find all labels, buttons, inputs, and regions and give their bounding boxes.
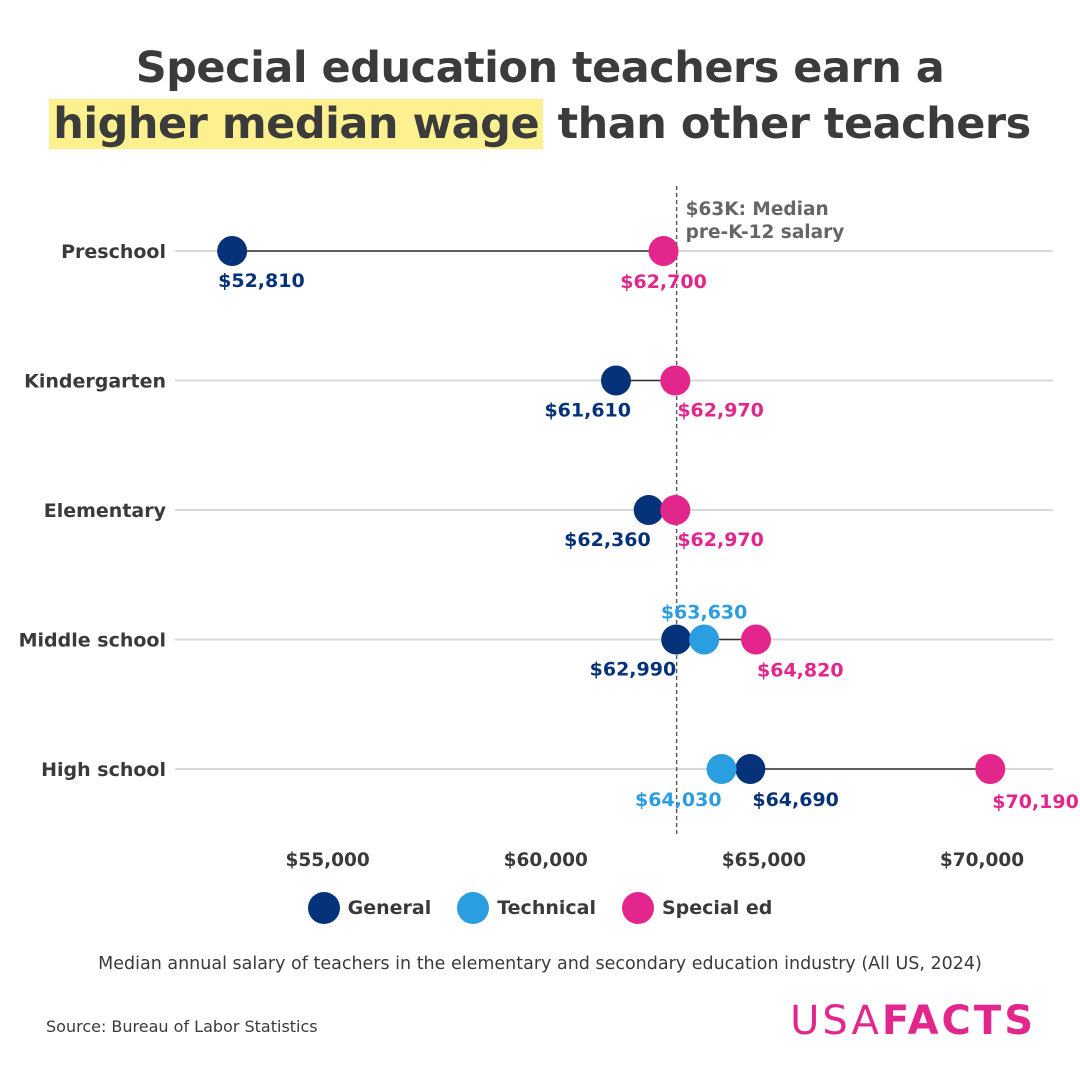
- chart-title: Special education teachers earn a higher…: [0, 40, 1080, 152]
- value-label: $64,690: [752, 789, 839, 811]
- title-line-1: Special education teachers earn a: [135, 43, 945, 93]
- value-label: $64,030: [635, 789, 722, 811]
- legend-label-general: General: [347, 897, 432, 919]
- dot-technical: [706, 754, 737, 784]
- dot-special-ed: [975, 754, 1006, 784]
- value-label: $62,360: [564, 529, 651, 551]
- value-label: $62,970: [677, 400, 764, 422]
- value-label: $61,610: [544, 400, 631, 422]
- label-layer: Preschool Kindergarten Elementary Middle sc…: [19, 199, 1079, 871]
- reference-label: pre-K-12 salary: [686, 222, 845, 243]
- x-tick-label: $65,000: [722, 850, 806, 871]
- title-rest: than other teachers: [543, 99, 1032, 149]
- title-highlight: higher median wage: [49, 99, 544, 149]
- grid-layer: [175, 250, 1053, 770]
- legend-label-special-ed: Special ed: [661, 897, 773, 919]
- x-tick-label: $55,000: [286, 850, 370, 871]
- usafacts-logo: USAFACTS: [790, 998, 1036, 1044]
- reference-label: $63K: Median: [686, 199, 829, 220]
- dot-layer: [217, 236, 1006, 784]
- logo-part-usa: USA: [790, 998, 882, 1044]
- dot-general: [661, 624, 692, 655]
- dot-special-ed: [660, 495, 691, 525]
- category-label: Kindergarten: [24, 371, 166, 393]
- dot-special-ed: [648, 236, 679, 266]
- category-label: Preschool: [61, 241, 166, 263]
- dot-general: [217, 236, 248, 266]
- legend-swatch-special-ed: [621, 892, 654, 924]
- dot-technical: [689, 624, 720, 655]
- legend: General Technical Special ed: [0, 892, 1080, 924]
- category-label: High school: [41, 759, 166, 781]
- category-label: Elementary: [44, 500, 167, 522]
- value-label: $70,190: [992, 791, 1079, 813]
- logo-part-facts: FACTS: [881, 998, 1036, 1044]
- chart-caption: Median annual salary of teachers in the …: [98, 954, 982, 974]
- dot-general: [735, 754, 766, 784]
- legend-swatch-technical: [457, 892, 490, 924]
- value-label: $52,810: [218, 270, 305, 292]
- value-label: $62,970: [677, 529, 764, 551]
- legend-item-special-ed: Special ed: [621, 892, 773, 924]
- legend-item-technical: Technical: [457, 892, 596, 924]
- dot-general: [600, 365, 631, 396]
- source-note: Source: Bureau of Labor Statistics: [46, 1017, 318, 1036]
- dumbbell-chart: Preschool Kindergarten Elementary Middle sc…: [19, 186, 1079, 871]
- x-tick-label: $70,000: [940, 850, 1024, 871]
- value-label: $64,820: [757, 660, 844, 682]
- dot-special-ed: [741, 624, 772, 655]
- x-tick-label: $60,000: [504, 850, 588, 871]
- title-line-2: higher median wage than other teachers: [0, 96, 1080, 152]
- legend-label-technical: Technical: [497, 897, 596, 919]
- value-label: $63,630: [661, 602, 748, 624]
- dot-general: [633, 495, 664, 525]
- value-label: $62,700: [620, 271, 707, 293]
- legend-swatch-general: [307, 892, 340, 924]
- value-label: $62,990: [590, 659, 677, 681]
- category-label: Middle school: [19, 630, 166, 652]
- dot-special-ed: [660, 365, 691, 396]
- legend-item-general: General: [307, 892, 432, 924]
